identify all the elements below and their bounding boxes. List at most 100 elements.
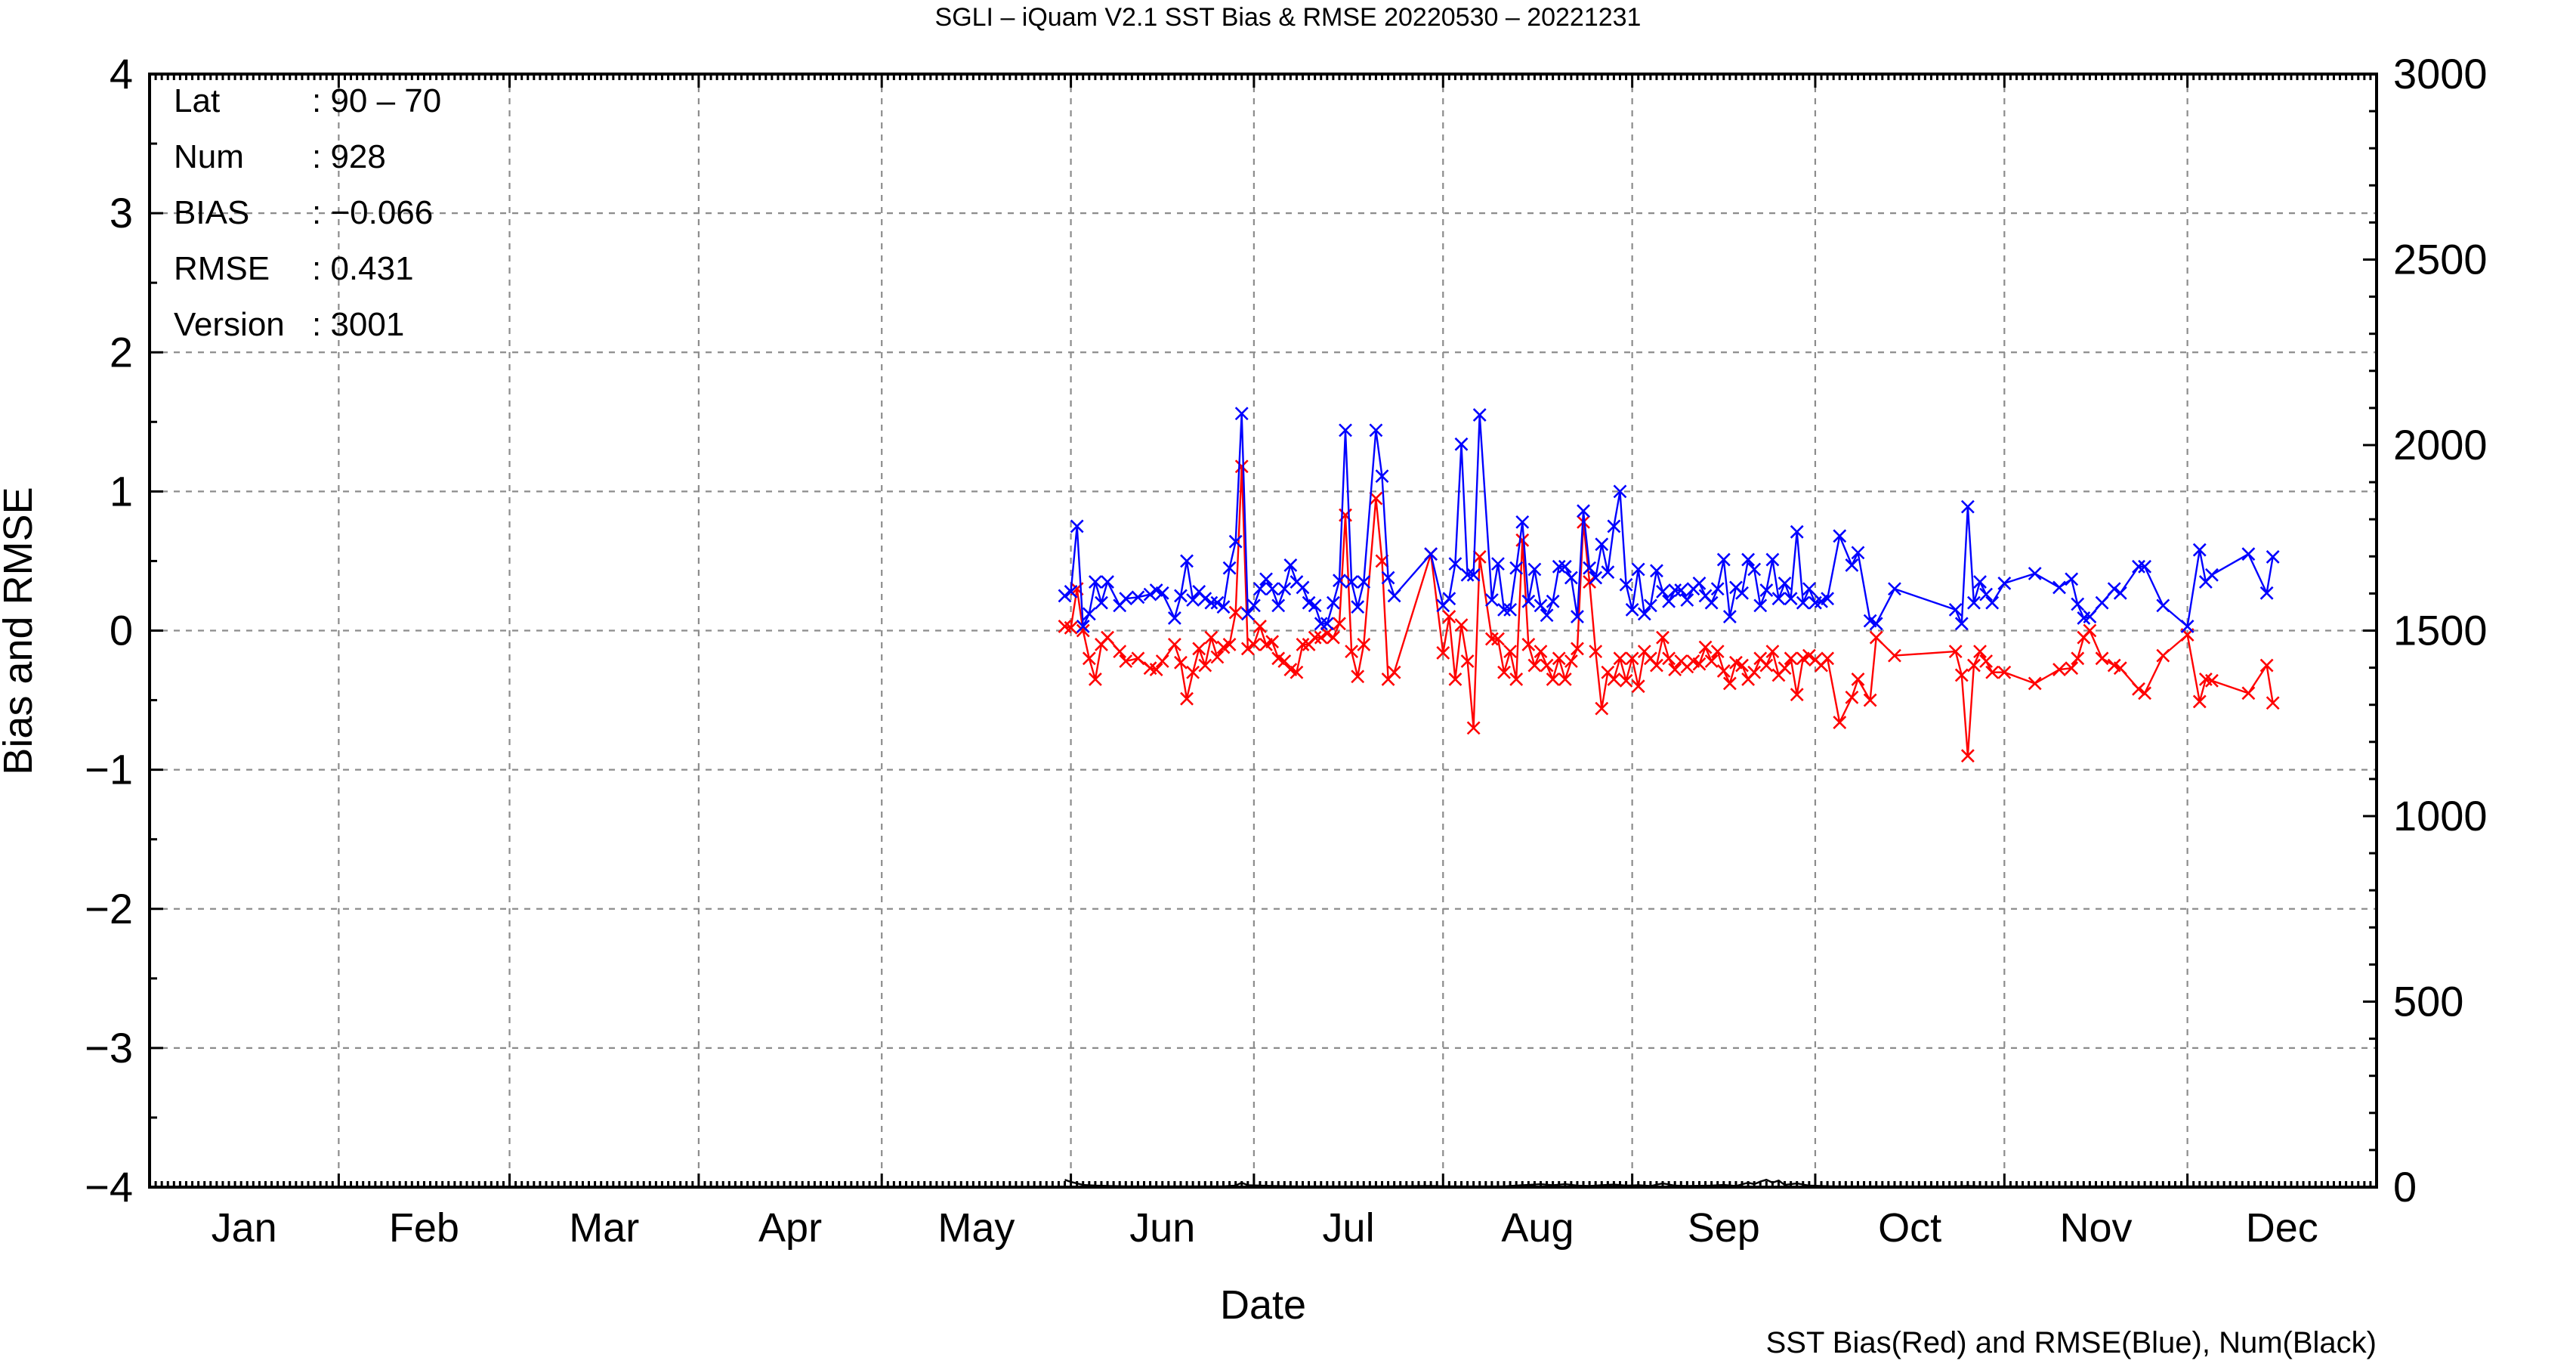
bias-point <box>1155 654 1169 668</box>
rmse-point <box>2028 567 2042 580</box>
bias-point <box>1180 691 1194 706</box>
rmse-point <box>1747 562 1762 577</box>
rmse-point <box>1442 592 1456 606</box>
bias-point <box>1113 645 1127 659</box>
bias-point <box>1296 637 1310 651</box>
rmse-point <box>1888 582 1901 596</box>
rmse-point <box>1333 574 1346 588</box>
rmse-point <box>1778 576 1792 590</box>
rmse-point <box>1369 423 1383 438</box>
rmse-point <box>1228 534 1243 549</box>
rmse-point <box>1869 617 1883 631</box>
rmse-point <box>1771 592 1786 606</box>
bias-point <box>1778 661 1792 676</box>
month-label-may: May <box>937 1205 1015 1251</box>
bias-point <box>1607 673 1621 686</box>
bias-point <box>1442 610 1456 624</box>
info-label: Version <box>174 306 285 343</box>
rmse-point <box>1631 562 1645 577</box>
rmse-point <box>2095 595 2109 610</box>
rmse-point <box>1070 519 1084 533</box>
rmse-point <box>1375 469 1389 484</box>
bias-point <box>1265 635 1280 649</box>
info-value: : 90 – 70 <box>312 82 441 119</box>
rmse-point <box>1240 607 1255 621</box>
rmse-point <box>1546 594 1560 608</box>
bias-point <box>1540 658 1554 673</box>
bias-point <box>1234 459 1249 474</box>
month-label-jan: Jan <box>212 1205 277 1251</box>
bias-point <box>1619 673 1633 688</box>
month-label-dec: Dec <box>2246 1205 2318 1251</box>
rmse-point <box>2180 620 2195 633</box>
rmse-point <box>1119 592 1133 606</box>
rmse-point <box>1222 561 1237 575</box>
month-label-jul: Jul <box>1323 1205 1375 1251</box>
rmse-point <box>2156 598 2170 613</box>
bias-point <box>1821 651 1835 666</box>
bias-point <box>1613 651 1627 666</box>
bias-point <box>1167 637 1181 651</box>
y-tick-label-right: 2500 <box>2393 236 2488 283</box>
rmse-point <box>2259 586 2274 600</box>
rmse-point <box>2205 567 2219 582</box>
rmse-point <box>2113 586 2127 600</box>
info-value: : 928 <box>312 138 386 175</box>
y-tick-label-left: −2 <box>85 885 133 932</box>
bias-point <box>1320 626 1334 641</box>
info-label: RMSE <box>174 250 270 287</box>
month-label-jun: Jun <box>1129 1205 1195 1251</box>
bias-point <box>1064 620 1078 635</box>
rmse-point <box>2052 580 2066 595</box>
bias-point <box>1583 575 1597 589</box>
rmse-point <box>1967 595 1981 610</box>
bias-point <box>1515 533 1530 547</box>
rmse-point <box>1637 607 1651 621</box>
rmse-point <box>1735 586 1749 600</box>
rmse-point <box>1613 484 1627 499</box>
bias-point <box>1802 648 1816 663</box>
bias-point <box>1198 658 1212 673</box>
bias-point <box>2132 682 2145 696</box>
rmse-point <box>1997 576 2012 590</box>
rmse-point <box>1497 602 1511 617</box>
rmse-point <box>1088 575 1102 589</box>
bias-point <box>1589 645 1603 659</box>
bias-point <box>1503 645 1518 659</box>
bias-point <box>1650 658 1663 673</box>
bias-point <box>1314 630 1328 645</box>
rmse-point <box>1186 593 1200 607</box>
rmse-point <box>1509 561 1524 575</box>
rmse-point <box>1534 598 1548 613</box>
y-tick-label-right: 500 <box>2393 978 2463 1025</box>
bias-point <box>1558 673 1572 686</box>
rmse-point <box>1674 583 1688 598</box>
bias-point <box>1174 655 1188 670</box>
bias-point <box>1192 642 1206 656</box>
bias-point <box>1863 693 1877 707</box>
bias-point <box>1869 630 1883 645</box>
rmse-point <box>1308 598 1322 613</box>
rmse-point <box>1246 598 1261 613</box>
rmse-point <box>1320 617 1334 631</box>
bias-point <box>1747 665 1762 679</box>
rmse-point <box>1253 582 1267 596</box>
rmse-point <box>1601 565 1615 580</box>
rmse-point <box>1296 580 1310 595</box>
bias-point <box>1765 645 1780 659</box>
rmse-point <box>1448 557 1463 571</box>
rmse-point <box>1680 593 1694 607</box>
rmse-point <box>1216 600 1231 614</box>
rmse-point <box>1339 423 1352 438</box>
rmse-point <box>1259 572 1273 586</box>
bias-point <box>2071 651 2085 666</box>
x-axis-tick-labels: Jan Feb Mar Apr May Jun Jul Aug Sep Oct Nov Dec <box>212 1205 2318 1251</box>
rmse-point <box>1198 592 1212 606</box>
y-tick-label-left: 2 <box>110 328 133 376</box>
y-tick-label-right: 3000 <box>2393 50 2488 97</box>
bias-point <box>1491 632 1505 646</box>
info-value: : 0.431 <box>312 250 414 287</box>
rmse-point <box>1625 602 1639 617</box>
rmse-point <box>1552 559 1566 574</box>
bias-point <box>1228 605 1243 620</box>
